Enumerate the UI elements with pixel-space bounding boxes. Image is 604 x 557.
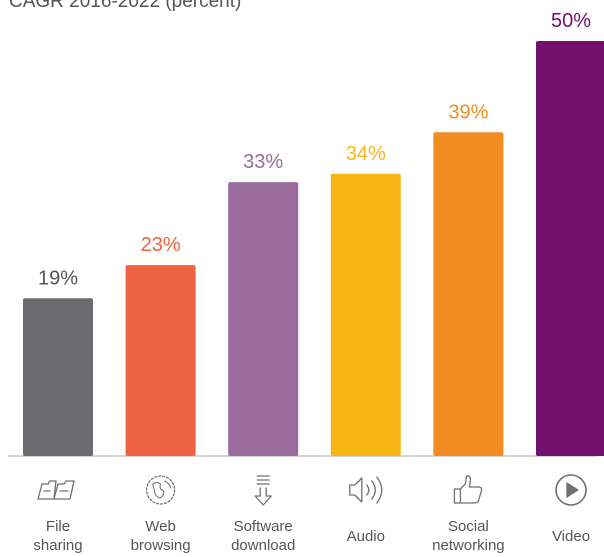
- chart-title: CAGR 2016-2022 (percent): [9, 0, 242, 12]
- data-label: 33%: [243, 151, 283, 173]
- bar-social-networking: [433, 132, 504, 457]
- category-label-line: networking: [432, 537, 505, 554]
- data-label: 34%: [346, 143, 386, 165]
- download-icon: [254, 475, 272, 506]
- category-label-line: Video: [551, 528, 591, 545]
- category-label: Video: [521, 527, 604, 546]
- bar-web-browsing: [125, 265, 196, 456]
- category-label: Social networking: [418, 517, 518, 555]
- category-label-line: Social: [447, 518, 489, 535]
- category-label: Audio: [316, 527, 416, 546]
- bar-video: [536, 41, 604, 456]
- category-label-line: Software: [233, 518, 293, 535]
- bar-software-download: [228, 182, 299, 456]
- category-label-line: browsing: [130, 537, 191, 554]
- bar-audio: [330, 173, 401, 457]
- category-label-line: download: [231, 537, 296, 554]
- bar-file-sharing: [23, 298, 93, 456]
- folders-icon: [37, 480, 75, 500]
- category-label-line: File: [45, 518, 71, 535]
- category-label: Software download: [213, 517, 313, 555]
- data-label: 39%: [448, 101, 488, 123]
- category-label-line: sharing: [33, 537, 83, 554]
- data-label: 50%: [551, 10, 591, 32]
- data-label: 23%: [141, 234, 181, 256]
- thumbs-up-icon: [453, 475, 483, 504]
- globe-icon: [145, 475, 176, 505]
- category-label: Web browsing: [111, 517, 211, 555]
- play-icon: [555, 474, 587, 506]
- category-label-line: Audio: [346, 528, 385, 545]
- category-label: File sharing: [8, 517, 108, 555]
- category-label-line: Web: [145, 518, 176, 535]
- data-label: 19%: [38, 267, 78, 289]
- speaker-icon: [349, 476, 383, 504]
